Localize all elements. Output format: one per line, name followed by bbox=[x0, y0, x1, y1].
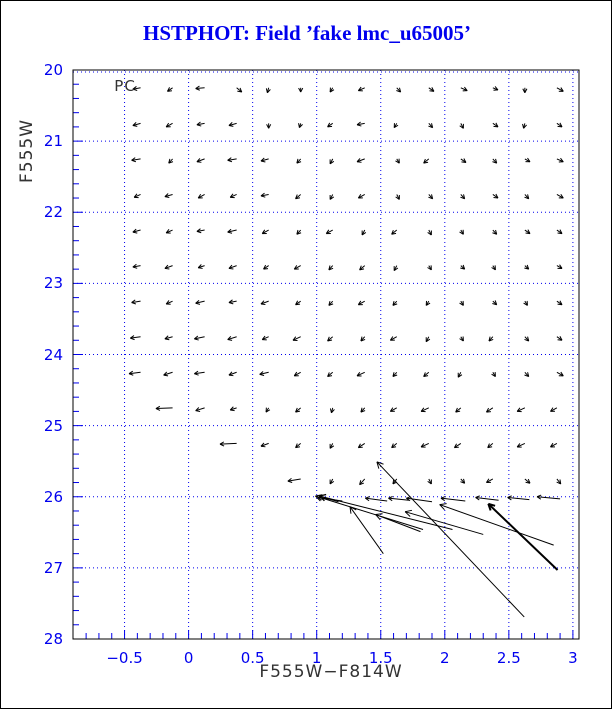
x-tick-label: 2.5 bbox=[496, 649, 521, 667]
x-tick-label: 2 bbox=[440, 649, 450, 667]
y-tick-label: 23 bbox=[43, 274, 63, 293]
y-tick-label: 22 bbox=[43, 203, 63, 222]
x-tick-label: 1 bbox=[311, 649, 322, 667]
y-tick-label: 28 bbox=[43, 630, 63, 648]
y-tick-label: 21 bbox=[43, 132, 63, 151]
x-axis-label: F555W−F814W bbox=[259, 662, 403, 682]
x-tick-label: 3 bbox=[568, 649, 578, 667]
y-axis-label: F555W bbox=[17, 118, 37, 184]
y-tick-label: 20 bbox=[43, 61, 63, 79]
y-tick-label: 24 bbox=[43, 345, 63, 364]
y-tick-label: 26 bbox=[43, 487, 63, 506]
x-tick-label: 0 bbox=[183, 649, 194, 667]
y-tick-label: 27 bbox=[43, 558, 63, 577]
x-tick-label: −0.5 bbox=[106, 649, 143, 667]
x-tick-label: 0.5 bbox=[240, 649, 265, 667]
y-tick-label: 25 bbox=[43, 416, 63, 435]
chip-annotation-pc: PC bbox=[114, 77, 136, 96]
chart-title: HSTPHOT: Field ’fake lmc_u65005’ bbox=[142, 21, 471, 45]
x-tick-label: 1.5 bbox=[368, 649, 393, 667]
